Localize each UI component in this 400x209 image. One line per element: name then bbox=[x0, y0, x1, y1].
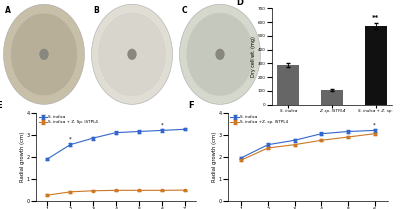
Legend: S. indica, S. indica +Z. sp. ISTPL4: S. indica, S. indica +Z. sp. ISTPL4 bbox=[230, 115, 289, 125]
Text: *: * bbox=[160, 122, 163, 127]
Text: **: ** bbox=[372, 15, 379, 21]
Text: B: B bbox=[93, 6, 99, 15]
Text: A: A bbox=[5, 6, 11, 15]
Bar bbox=[278, 65, 299, 104]
Text: F: F bbox=[188, 101, 194, 110]
Circle shape bbox=[186, 13, 254, 96]
Bar bbox=[365, 26, 386, 104]
Text: D: D bbox=[236, 0, 243, 6]
Text: C: C bbox=[181, 6, 187, 15]
Legend: S. indica, S. indica + Z. Sp. ISTPL4: S. indica, S. indica + Z. Sp. ISTPL4 bbox=[38, 115, 99, 125]
Y-axis label: Radial growth (cm): Radial growth (cm) bbox=[20, 131, 25, 182]
Circle shape bbox=[10, 13, 78, 96]
Y-axis label: Radial growth (cm): Radial growth (cm) bbox=[212, 131, 217, 182]
Circle shape bbox=[128, 49, 136, 60]
Circle shape bbox=[98, 13, 166, 96]
Circle shape bbox=[216, 49, 224, 60]
Text: *: * bbox=[69, 136, 72, 141]
Bar bbox=[321, 90, 343, 104]
Circle shape bbox=[180, 4, 260, 104]
Text: *: * bbox=[373, 122, 376, 127]
Text: E: E bbox=[0, 101, 2, 110]
Circle shape bbox=[92, 4, 172, 104]
Y-axis label: Dry cell wt. (mg): Dry cell wt. (mg) bbox=[252, 36, 256, 77]
Circle shape bbox=[4, 4, 84, 104]
Circle shape bbox=[40, 49, 48, 60]
